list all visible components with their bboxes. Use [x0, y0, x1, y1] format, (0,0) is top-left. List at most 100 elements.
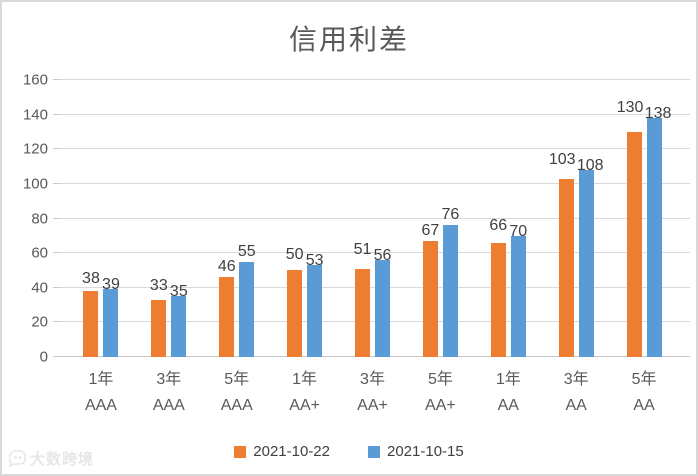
- category-rating: AA+: [425, 397, 456, 414]
- bar-group: 103 108 3年 AA: [542, 80, 610, 414]
- y-tick-label: 80: [31, 210, 48, 227]
- bar-value-label: 103: [548, 151, 576, 169]
- category-label: 5年 AA+: [400, 367, 480, 419]
- y-axis: 0 20 40 60 80 100 120 140 160: [2, 73, 50, 365]
- y-tick-mark: [53, 217, 59, 219]
- bar-value-label: 108: [576, 157, 604, 175]
- watermark-text: 大数跨境: [30, 451, 95, 468]
- legend-swatch: [368, 445, 380, 458]
- bar-group: 50 53 1年 AA+: [271, 80, 339, 414]
- bar-value-label: 50: [285, 246, 304, 264]
- bar-series-2: [375, 260, 390, 357]
- category-rating: AA: [497, 397, 519, 414]
- category-tenor: 1年: [88, 371, 114, 388]
- y-tick-label: 140: [22, 106, 48, 124]
- bar-value-label: 35: [169, 283, 188, 301]
- bar-value-label: 67: [421, 222, 440, 240]
- bar-groups: 38 39 1年 AAA 33 35 3年 AAA 46 55 5年 AAA 50 53 1年 AA+ 51 56…: [59, 80, 690, 414]
- legend: 2021-10-22 2021-10-15: [2, 443, 696, 460]
- category-label: 5年 AA: [604, 367, 684, 419]
- category-rating: AAA: [220, 397, 253, 414]
- bar-series-1: [490, 242, 506, 357]
- gridline: [59, 113, 690, 115]
- bar-group: 66 70 1年 AA: [474, 80, 542, 414]
- legend-swatch: [234, 445, 247, 458]
- bar-group: 51 56 3年 AA+: [339, 80, 407, 414]
- bar-value-label: 138: [644, 105, 672, 123]
- y-tick-mark: [53, 182, 59, 184]
- bar-series-2: [578, 170, 594, 357]
- y-tick-label: 120: [22, 140, 48, 158]
- category-label: 3年 AA+: [333, 367, 413, 419]
- y-tick-mark: [53, 79, 59, 80]
- bar-value-label: 130: [616, 99, 644, 117]
- gridline: [59, 182, 690, 184]
- y-tick-label: 100: [22, 175, 48, 193]
- bar-series-1: [626, 131, 642, 357]
- bar-series-1: [151, 299, 167, 357]
- bar-value-label: 46: [217, 258, 236, 276]
- category-label: 1年 AA: [468, 367, 548, 419]
- bar-group: 38 39 1年 AAA: [67, 80, 135, 414]
- bar-value-label: 66: [489, 216, 508, 234]
- category-tenor: 3年: [360, 371, 385, 388]
- bar-value-label: 39: [102, 276, 120, 294]
- chart-title: 信用利差: [288, 23, 409, 56]
- bar-series-2: [646, 118, 662, 357]
- category-label: 1年 AA+: [265, 367, 345, 419]
- gridline: [59, 148, 690, 150]
- y-tick-label: 40: [31, 279, 48, 297]
- legend-item: 2021-10-22: [234, 443, 330, 460]
- bar-value-label: 33: [149, 277, 168, 295]
- bar-value-label: 76: [441, 206, 460, 224]
- bar-series-2: [103, 289, 119, 357]
- bar-value-label: 38: [82, 270, 100, 288]
- bar-series-2: [442, 225, 458, 357]
- category-tenor: 5年: [631, 371, 657, 388]
- y-tick-label: 20: [31, 313, 48, 331]
- category-tenor: 5年: [224, 371, 250, 388]
- bar-value-label: 56: [373, 247, 392, 265]
- category-label: 3年 AAA: [129, 367, 209, 419]
- y-tick-mark: [53, 286, 59, 288]
- category-tenor: 1年: [292, 371, 318, 388]
- y-tick-mark: [53, 321, 59, 323]
- bar-group: 130 138 5年 AA: [610, 80, 678, 414]
- bar-series-1: [287, 270, 303, 357]
- bar-value-label: 51: [353, 241, 372, 259]
- x-axis-line: [59, 356, 690, 357]
- category-label: 1年 AAA: [61, 367, 141, 419]
- category-rating: AA: [633, 397, 655, 414]
- category-rating: AA: [565, 397, 587, 414]
- bar-series-2: [307, 265, 323, 357]
- category-tenor: 5年: [427, 371, 453, 388]
- bar-series-1: [422, 241, 438, 357]
- bar-value-label: 53: [305, 252, 324, 270]
- bar-series-1: [558, 178, 574, 357]
- legend-label: 2021-10-15: [387, 443, 464, 460]
- category-rating: AAA: [152, 397, 185, 414]
- bar-series-2: [171, 296, 187, 357]
- y-tick-label: 0: [39, 348, 48, 366]
- gridline: [59, 252, 690, 254]
- bar-value-label: 70: [509, 222, 528, 240]
- legend-item: 2021-10-15: [368, 443, 464, 460]
- y-tick-label: 160: [22, 71, 48, 89]
- y-tick-mark: [53, 356, 59, 357]
- bar-series-1: [355, 268, 370, 357]
- category-label: 3年 AA: [536, 367, 616, 419]
- category-tenor: 3年: [563, 371, 589, 388]
- y-tick-mark: [53, 113, 59, 115]
- gridline: [59, 321, 690, 323]
- gridline: [59, 217, 690, 219]
- category-tenor: 3年: [156, 371, 182, 388]
- category-label: 5年 AAA: [197, 367, 277, 419]
- y-tick-label: 60: [31, 244, 48, 262]
- category-rating: AAA: [84, 397, 117, 414]
- bar-series-1: [83, 291, 99, 357]
- bar-series-2: [510, 235, 526, 357]
- bar-series-1: [219, 277, 235, 357]
- bar-group: 67 76 5年 AA+: [406, 80, 474, 414]
- watermark-logo-icon: [9, 450, 26, 467]
